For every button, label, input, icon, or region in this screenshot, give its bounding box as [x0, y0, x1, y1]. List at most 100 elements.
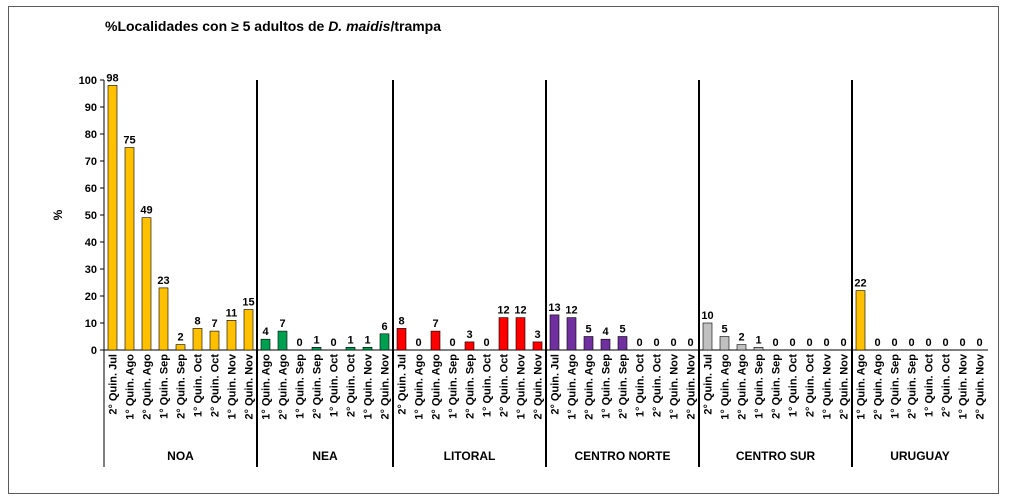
- y-tick-label: 80: [85, 129, 97, 141]
- x-tick-label: 1° Quin. Sep: [601, 354, 613, 419]
- x-tick-label: 2° Quin. Ago: [142, 354, 154, 420]
- bar: [855, 290, 866, 351]
- x-tick-label: 1° Quin. Nov: [822, 353, 834, 419]
- x-tick-label: 2° Quin. Jul: [108, 354, 120, 415]
- data-label: 0: [670, 337, 676, 349]
- data-label: 12: [497, 305, 509, 317]
- x-tick-label: 1° Quin. Oct: [788, 354, 800, 417]
- group-label: CENTRO NORTE: [575, 449, 671, 463]
- data-label: 0: [636, 337, 642, 349]
- x-tick-label: 2° Quin. Oct: [652, 354, 664, 417]
- x-tick-label: 1° Quin. Ago: [414, 354, 426, 420]
- data-label: 0: [415, 337, 421, 349]
- x-tick-label: 1° Quin. Sep: [890, 354, 902, 419]
- x-tick-label: 2° Quin. Ago: [278, 354, 290, 420]
- y-tick-label: 90: [85, 102, 97, 114]
- data-label: 0: [772, 337, 778, 349]
- data-label: 7: [211, 318, 217, 330]
- group-label: NEA: [312, 449, 338, 463]
- group-label: URUGUAY: [890, 449, 950, 463]
- bar: [311, 346, 322, 351]
- y-tick-label: 10: [85, 318, 97, 330]
- data-label: 0: [959, 337, 965, 349]
- bar: [107, 85, 118, 351]
- data-label: 0: [976, 337, 982, 349]
- x-tick-label: 2° Quin. Ago: [584, 354, 596, 420]
- x-tick-label: 1° Quin. Nov: [958, 353, 970, 419]
- data-label: 0: [296, 337, 302, 349]
- group-label: LITORAL: [444, 449, 496, 463]
- x-tick-label: 1° Quin. Sep: [448, 354, 460, 419]
- y-tick-label: 0: [91, 345, 97, 357]
- bar: [549, 314, 560, 351]
- x-tick-label: 2° Quin. Sep: [618, 354, 630, 419]
- x-tick-label: 1° Quin. Ago: [125, 354, 137, 420]
- bar: [260, 338, 271, 351]
- chart-frame: [8, 6, 999, 494]
- data-label: 13: [548, 302, 560, 314]
- x-tick-label: 1° Quin. Oct: [193, 354, 205, 417]
- data-label: 11: [226, 307, 238, 319]
- data-label: 0: [330, 337, 336, 349]
- x-tick-label: 1° Quin. Nov: [516, 353, 528, 419]
- data-label: 0: [891, 337, 897, 349]
- y-tick-label: 100: [79, 75, 97, 87]
- bar: [243, 309, 254, 351]
- x-tick-label: 2° Quin. Nov: [380, 353, 392, 419]
- x-tick-label: 1° Quin. Oct: [924, 354, 936, 417]
- x-tick-label: 1° Quin. Oct: [482, 354, 494, 417]
- bar: [175, 344, 186, 351]
- bar: [124, 147, 135, 351]
- x-tick-label: 1° Quin. Nov: [669, 353, 681, 419]
- data-label: 3: [466, 329, 472, 341]
- bar: [379, 333, 390, 351]
- bar: [617, 336, 628, 351]
- data-label: 2: [738, 332, 744, 344]
- data-label: 10: [701, 310, 713, 322]
- data-label: 0: [806, 337, 812, 349]
- y-tick-label: 60: [85, 183, 97, 195]
- group-label: NOA: [167, 449, 194, 463]
- data-label: 0: [653, 337, 659, 349]
- bar: [209, 330, 220, 351]
- data-label: 1: [313, 334, 319, 346]
- bar: [736, 344, 747, 351]
- data-label: 15: [242, 297, 254, 309]
- bar: [277, 330, 288, 351]
- x-tick-label: 2° Quin. Sep: [312, 354, 324, 419]
- data-label: 0: [449, 337, 455, 349]
- bar: [498, 317, 509, 351]
- bar: [430, 330, 441, 351]
- data-label: 5: [619, 324, 625, 336]
- x-tick-label: 2° Quin. Sep: [176, 354, 188, 419]
- x-tick-label: 2° Quin. Nov: [244, 353, 256, 419]
- bar: [464, 341, 475, 351]
- x-tick-label: 2° Quin. Oct: [499, 354, 511, 417]
- data-label: 5: [721, 324, 727, 336]
- data-label: 1: [755, 334, 761, 346]
- bar: [396, 328, 407, 351]
- x-tick-label: 1° Quin. Ago: [261, 354, 273, 420]
- chart-title-species: D. maidis: [328, 18, 391, 34]
- x-tick-label: 2° Quin. Jul: [397, 354, 409, 415]
- data-label: 8: [194, 315, 200, 327]
- bar: [532, 341, 543, 351]
- data-label: 23: [157, 275, 169, 287]
- data-label: 0: [483, 337, 489, 349]
- data-label: 1: [364, 334, 370, 346]
- data-label: 0: [908, 337, 914, 349]
- x-tick-label: 2° Quin. Sep: [907, 354, 919, 419]
- x-tick-label: 2° Quin. Oct: [210, 354, 222, 417]
- x-tick-label: 2° Quin. Ago: [737, 354, 749, 420]
- data-label: 0: [840, 337, 846, 349]
- x-tick-label: 1° Quin. Nov: [363, 353, 375, 419]
- bar: [345, 346, 356, 351]
- data-label: 0: [687, 337, 693, 349]
- x-tick-label: 2° Quin. Sep: [465, 354, 477, 419]
- data-label: 7: [279, 318, 285, 330]
- data-label: 4: [602, 326, 609, 338]
- x-tick-label: 2° Quin. Ago: [873, 354, 885, 420]
- data-label: 0: [942, 337, 948, 349]
- bar: [600, 338, 611, 351]
